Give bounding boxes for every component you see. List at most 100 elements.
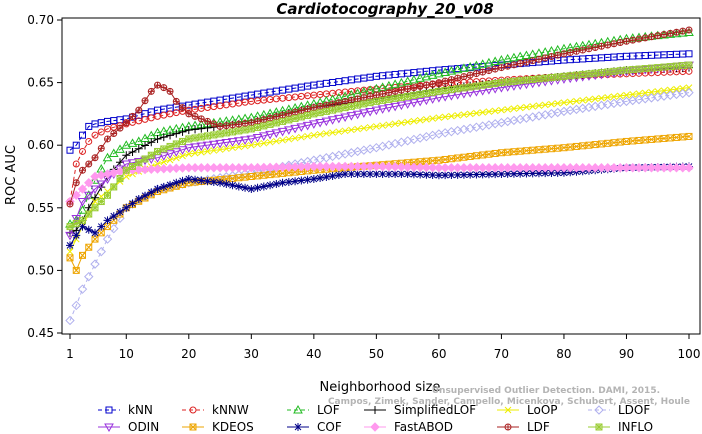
data-point [129,162,137,170]
data-point [279,136,286,144]
data-point [404,85,412,93]
data-point [271,162,282,172]
data-point [629,66,637,74]
legend-label: LDOF [618,403,650,417]
data-point [616,92,624,100]
data-point [485,67,493,75]
data-point [121,140,132,149]
data-point [377,105,388,114]
data-point [184,126,193,135]
legend-label: KDEOS [212,420,254,434]
data-point [104,223,112,231]
data-point [71,300,81,311]
x-tick-label: 10 [119,347,134,361]
data-point [278,178,287,187]
data-point [379,122,386,129]
data-point [510,105,518,112]
data-point [541,101,549,109]
x-tick-label: 20 [181,347,196,361]
data-point [97,144,105,152]
data-point [284,162,294,172]
data-point [315,119,325,128]
x-axis-ticks: 1 10 20 30 40 50 60 70 80 90 100 [66,334,700,361]
data-point [552,163,563,173]
data-point [498,106,505,114]
data-point [565,163,575,173]
legend-label: LDF [527,420,550,434]
data-point [166,156,174,164]
data-point [465,163,475,173]
data-point [115,144,125,153]
data-point [485,108,493,115]
data-point [196,142,207,151]
data-point [197,176,206,185]
data-point [554,73,562,81]
data-point [597,69,605,77]
x-tick-label: 40 [306,347,321,361]
data-point [685,50,693,58]
data-point [178,176,187,185]
data-point [104,135,112,143]
data-point [484,170,493,179]
data-point [484,163,494,173]
data-point [671,163,682,173]
data-point [240,136,250,145]
legend-label: SimplifiedLOF [394,403,476,417]
data-point [366,99,374,107]
data-point [452,64,463,74]
data-point [171,148,182,157]
data-point [685,84,693,91]
data-point [647,33,655,41]
data-point [235,127,243,135]
y-axis-ticks: 0.45 0.50 0.55 0.60 0.65 0.70 [27,13,62,340]
data-point [585,45,593,53]
data-point [71,190,81,200]
data-point [191,112,199,120]
data-point [528,169,537,178]
data-point [154,160,161,168]
data-point [441,113,449,121]
data-point [648,88,655,96]
data-point [79,147,87,155]
y-axis-label: ROC AUC [4,145,19,205]
data-point [215,163,225,173]
data-point [629,91,637,98]
data-point [377,161,388,172]
data-point [165,150,175,159]
data-point [184,175,193,184]
data-point [129,112,137,120]
data-point [335,128,343,136]
data-point [654,32,662,40]
data-point [341,97,349,105]
data-point [427,162,438,173]
data-point [221,138,232,148]
data-point [590,163,600,173]
data-point [260,116,268,124]
data-point [384,162,394,172]
data-point [416,170,425,179]
data-point [603,163,613,173]
data-point [390,79,400,88]
data-point [421,96,432,106]
data-point [479,109,487,116]
data-point [241,126,249,134]
data-point [560,72,568,80]
data-point [504,106,512,113]
series-markers-inflo [66,61,693,231]
data-point [452,163,463,173]
data-point [110,183,118,191]
data-point [485,80,493,88]
data-point [202,163,213,173]
data-point [66,248,74,255]
data-point [172,129,181,138]
data-point [72,219,80,227]
data-point [566,72,574,80]
series-cof [66,162,693,250]
data-point [465,61,476,71]
x-tick-label: 50 [369,347,384,361]
data-point [290,124,300,134]
data-point [566,98,574,106]
data-point [160,145,168,153]
data-point [290,162,300,172]
data-point [666,63,674,71]
